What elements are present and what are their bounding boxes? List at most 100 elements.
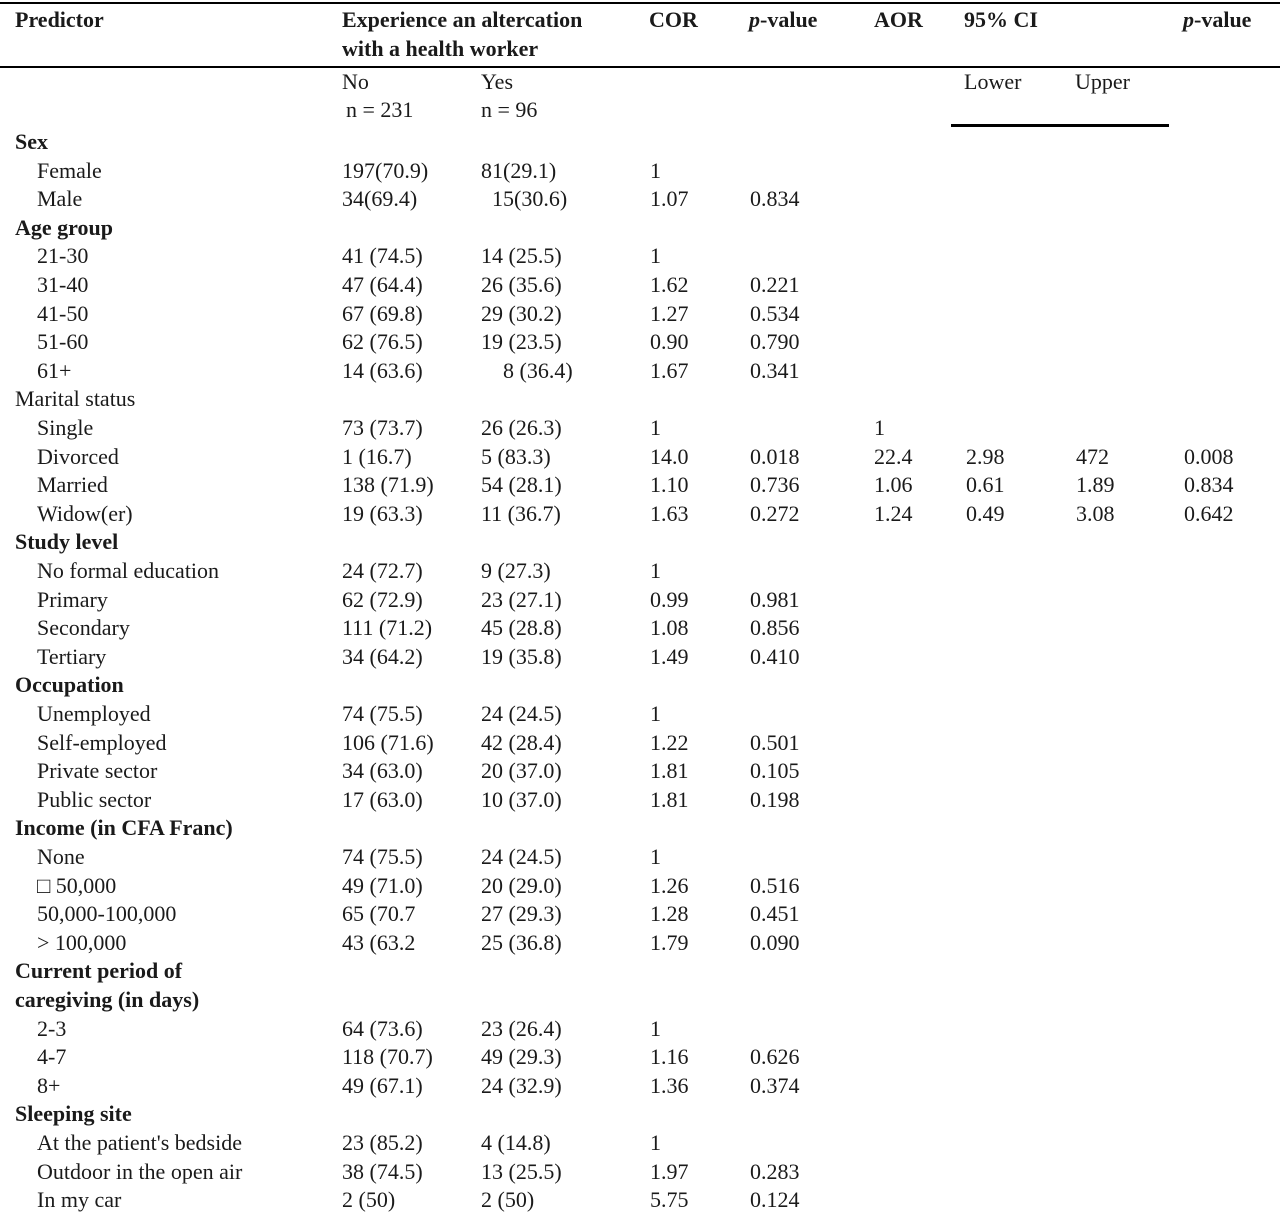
table-row: At the patient's bedside 23 (85.2) 4 (14.8… xyxy=(0,1129,1280,1158)
cell-pvalue-cor: 0.090 xyxy=(750,929,800,955)
header-pvalue-cor: p-value xyxy=(749,6,817,34)
header-cor: COR xyxy=(649,7,698,32)
group-label: Marital status xyxy=(15,386,136,412)
header-pvalue-cor-rest: -value xyxy=(760,7,818,32)
subheader-no-n: n = 231 xyxy=(346,97,414,122)
table-row: Public sector 17 (63.0) 10 (37.0) 1.81 0.198 xyxy=(0,786,1280,815)
table-row: Tertiary 34 (64.2) 19 (35.8) 1.49 0.410 xyxy=(0,643,1280,672)
cell-pvalue-cor: 0.105 xyxy=(750,758,800,784)
header-ci: 95% CI xyxy=(964,7,1038,32)
cell-pvalue-cor: 0.790 xyxy=(750,329,800,355)
cell-pvalue-cor: 0.516 xyxy=(750,872,800,898)
group-heading-row: Marital status xyxy=(0,385,1280,414)
cell-no: 118 (70.7) xyxy=(342,1044,433,1070)
group-label: Age group xyxy=(15,214,113,240)
row-label: Self-employed xyxy=(37,729,167,755)
subheader-upper: Upper xyxy=(1075,69,1130,94)
cell-no: 17 (63.0) xyxy=(342,786,423,812)
cell-cor: 1 xyxy=(650,701,661,726)
cell-yes: 26 (35.6) xyxy=(481,272,562,297)
cell-no: 38 (74.5) xyxy=(342,1158,423,1184)
cell-yes: 2 (50) xyxy=(481,1187,535,1213)
row-label: 41-50 xyxy=(37,300,89,326)
row-label: Divorced xyxy=(37,443,119,469)
cell-ci-upper: 3.08 xyxy=(1076,500,1115,526)
cell-yes: 23 (27.1) xyxy=(481,586,562,612)
header-experience-line1: Experience an altercation xyxy=(342,7,583,32)
row-label: Primary xyxy=(37,586,108,612)
cell-pvalue-cor: 0.451 xyxy=(750,901,800,927)
cell-aor: 1.06 xyxy=(874,472,913,498)
cell-cor: 1.63 xyxy=(650,500,689,526)
table-row: 61+ 14 (63.6) 8 (36.4) 1.67 0.341 xyxy=(0,357,1280,386)
table-row: 41-50 67 (69.8) 29 (30.2) 1.27 0.534 xyxy=(0,300,1280,329)
table-row: Male 34(69.4) 15(30.6) 1.07 0.834 xyxy=(0,185,1280,214)
cell-no: 47 (64.4) xyxy=(342,272,423,297)
cell-cor: 1.27 xyxy=(650,300,689,326)
cell-yes: 11 (36.7) xyxy=(481,500,561,526)
cell-ci-lower: 2.98 xyxy=(966,443,1005,469)
cell-pvalue-cor: 0.736 xyxy=(750,472,800,498)
cell-pvalue-cor: 0.221 xyxy=(750,272,800,297)
row-label: Private sector xyxy=(37,758,158,784)
table-row: 8+ 49 (67.1) 24 (32.9) 1.36 0.374 xyxy=(0,1072,1280,1101)
table-row: □ 50,000 49 (71.0) 20 (29.0) 1.26 0.516 xyxy=(0,872,1280,901)
cell-yes: 25 (36.8) xyxy=(481,929,562,955)
table-row: Outdoor in the open air 38 (74.5) 13 (25.5… xyxy=(0,1158,1280,1187)
cell-cor: 1.97 xyxy=(650,1158,689,1184)
cell-yes: 42 (28.4) xyxy=(481,729,562,755)
table-row: 31-40 47 (64.4) 26 (35.6) 1.62 0.221 xyxy=(0,271,1280,300)
cell-yes: 27 (29.3) xyxy=(481,901,562,927)
cell-yes: 24 (24.5) xyxy=(481,844,562,869)
cell-no: 34 (63.0) xyxy=(342,758,423,784)
cell-no: 73 (73.7) xyxy=(342,415,423,440)
table-row: 4-7 118 (70.7) 49 (29.3) 1.16 0.626 xyxy=(0,1043,1280,1072)
cell-ci-upper: 472 xyxy=(1076,443,1109,469)
row-label: 2-3 xyxy=(37,1015,67,1041)
cell-cor: 14.0 xyxy=(650,443,689,469)
cell-cor: 5.75 xyxy=(650,1187,689,1213)
cell-pvalue-cor: 0.341 xyxy=(750,357,800,383)
row-label: No formal education xyxy=(37,558,220,583)
cell-ci-lower: 0.61 xyxy=(966,472,1005,498)
cell-yes: 24 (24.5) xyxy=(481,701,562,726)
group-heading-row: Occupation xyxy=(0,671,1280,700)
cell-yes: 15(30.6) xyxy=(481,186,568,212)
cell-pvalue-cor: 0.981 xyxy=(750,586,800,612)
cell-yes: 54 (28.1) xyxy=(481,472,562,498)
cell-pvalue-cor: 0.018 xyxy=(750,443,800,469)
table-row: > 100,000 43 (63.2 25 (36.8) 1.79 0.090 xyxy=(0,929,1280,958)
cell-no: 23 (85.2) xyxy=(342,1130,423,1155)
row-label: Female xyxy=(37,157,102,183)
group-label: Study level xyxy=(15,529,119,555)
cell-pvalue-cor: 0.534 xyxy=(750,300,800,326)
row-label: Outdoor in the open air xyxy=(37,1158,243,1184)
group-label: Income (in CFA Franc) xyxy=(15,815,233,841)
cell-cor: 1.22 xyxy=(650,729,689,755)
cell-no: 34 (64.2) xyxy=(342,643,423,669)
cell-cor: 1 xyxy=(650,1015,661,1041)
cell-no: 106 (71.6) xyxy=(342,729,434,755)
group-heading-row: Income (in CFA Franc) xyxy=(0,814,1280,843)
table-row: Primary 62 (72.9) 23 (27.1) 0.99 0.981 xyxy=(0,586,1280,615)
cell-cor: 1.81 xyxy=(650,758,689,784)
row-label: Male xyxy=(37,186,83,212)
cell-yes: 5 (83.3) xyxy=(481,443,551,469)
row-label: None xyxy=(37,844,85,869)
cell-aor: 1.24 xyxy=(874,500,913,526)
group-label: caregiving (in days) xyxy=(15,987,200,1012)
cell-yes: 19 (35.8) xyxy=(481,643,562,669)
group-label: Sleeping site xyxy=(15,1101,132,1127)
cell-yes: 4 (14.8) xyxy=(481,1130,551,1155)
cell-cor: 1 xyxy=(650,558,661,583)
cell-pvalue-cor: 0.626 xyxy=(750,1044,800,1070)
cell-no: 43 (63.2 xyxy=(342,929,416,955)
table-row: Divorced 1 (16.7) 5 (83.3) 14.0 0.018 22.4 2.9… xyxy=(0,443,1280,472)
row-label: 8+ xyxy=(37,1072,61,1098)
row-label: Married xyxy=(37,472,108,498)
cell-cor: 1.28 xyxy=(650,901,689,927)
row-label: In my car xyxy=(37,1187,122,1213)
cell-cor: 1.07 xyxy=(650,186,689,212)
cell-cor: 1.67 xyxy=(650,357,689,383)
table-row: In my car 2 (50) 2 (50) 5.75 0.124 xyxy=(0,1186,1280,1215)
